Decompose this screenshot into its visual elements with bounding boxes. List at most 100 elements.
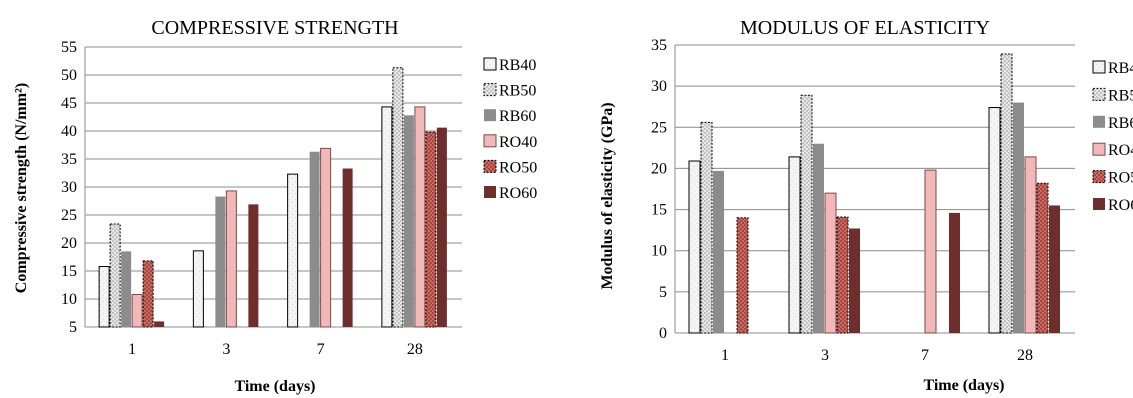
x-tick-label: 28: [407, 341, 423, 358]
y-tick-label: 30: [651, 78, 667, 95]
bar-ro60-3: [248, 204, 259, 327]
x-tick-label: 7: [921, 347, 929, 364]
legend-label-ro40: RO40: [1108, 142, 1133, 159]
y-tick-label: 55: [61, 39, 77, 56]
legend-swatch-rb60: [1093, 115, 1105, 128]
bar-rb60-3: [215, 196, 226, 327]
bar-ro40-7: [924, 169, 937, 334]
bar-ro40-3: [225, 190, 237, 328]
y-tick-label: 40: [61, 123, 77, 140]
y-tick-label: 20: [651, 160, 667, 177]
y-tick-label: 10: [61, 291, 77, 308]
x-tick-label: 1: [128, 341, 136, 358]
chart-title: COMPRESSIVE STRENGTH: [151, 17, 398, 39]
x-axis-label: Time (days): [923, 377, 1004, 394]
x-tick-label: 7: [317, 341, 325, 358]
bar-rb40-28: [988, 107, 1001, 334]
x-tick-label: 3: [821, 347, 829, 364]
bar-ro50-28: [425, 131, 437, 328]
legend-swatch-ro50: [483, 159, 497, 173]
legend-label-rb40: RB40: [1108, 60, 1133, 77]
x-axis-label: Time (days): [234, 378, 315, 395]
y-tick-label: 5: [659, 284, 667, 301]
x-tick-label: 28: [1017, 347, 1033, 364]
legend-label-rb60: RB60: [1108, 115, 1133, 132]
legend-swatch-rb50: [483, 83, 497, 97]
y-tick-label: 30: [61, 179, 77, 196]
bar-rb50-28: [1000, 53, 1013, 334]
chart-title: MODULUS OF ELASTICITY: [740, 17, 990, 39]
y-tick-label: 5: [69, 319, 77, 336]
bar-rb60-1: [121, 251, 132, 327]
legend-swatch-ro60: [484, 186, 496, 198]
legend-label-rb50: RB50: [1108, 87, 1133, 104]
bar-rb50-1: [109, 223, 121, 328]
y-tick-label: 45: [61, 95, 77, 112]
y-tick-label: 15: [61, 263, 77, 280]
legend-swatch-rb40: [483, 57, 497, 71]
bar-rb60-7: [309, 151, 320, 327]
bar-ro60-3: [849, 228, 860, 333]
legend-label-ro50: RO50: [1108, 170, 1133, 187]
x-tick-label: 3: [222, 341, 230, 358]
legend-label-rb40: RB40: [499, 57, 536, 74]
bar-ro60-28: [1049, 205, 1060, 333]
bar-rb50-1: [700, 121, 713, 334]
y-tick-label: 35: [61, 151, 77, 168]
bar-rb50-28: [392, 67, 404, 328]
bar-rb40-7: [287, 173, 299, 328]
legend-swatch-ro40: [483, 134, 497, 148]
bar-ro60-1: [154, 321, 165, 327]
legend-label-rb60: RB60: [499, 108, 536, 125]
bar-ro40-28: [1024, 156, 1037, 334]
y-axis-label: Modulus of elasticity (GPa): [599, 102, 616, 289]
x-tick-label: 1: [721, 347, 729, 364]
bar-rb40-1: [98, 266, 110, 328]
bar-rb40-1: [688, 160, 701, 334]
y-axis-label: Compressive strength (N/mm²): [13, 83, 30, 293]
legend-swatch-rb40: [1092, 60, 1106, 74]
y-tick-label: 35: [651, 37, 667, 54]
bar-rb50-3: [800, 94, 813, 334]
y-tick-label: 15: [651, 202, 667, 219]
bar-ro50-3: [836, 216, 849, 334]
bar-ro50-28: [1036, 182, 1049, 334]
bar-ro40-7: [320, 147, 332, 328]
legend: RB40 RB50 RB60 RO40 RO50 RO60: [483, 57, 537, 202]
bar-rb60-28: [1013, 102, 1024, 333]
legend-label-ro50: RO50: [499, 159, 537, 176]
y-tick-label: 0: [659, 325, 667, 342]
legend-swatch-ro60: [1093, 198, 1105, 210]
y-tick-label: 25: [61, 207, 77, 224]
bar-ro60-7: [949, 212, 960, 333]
bar-ro40-1: [131, 294, 143, 328]
legend-swatch-ro40: [1092, 142, 1106, 156]
bar-rb60-28: [403, 115, 414, 327]
bar-ro40-28: [414, 106, 426, 328]
legend-label-ro40: RO40: [499, 134, 537, 151]
legend-swatch-rb50: [1092, 87, 1106, 101]
bar-rb40-3: [788, 156, 801, 334]
bar-rb60-3: [813, 143, 824, 333]
legend: RB40 RB50 RB60 RO40 RO50 RO60: [1092, 60, 1133, 214]
legend-label-ro60: RO60: [1108, 197, 1133, 214]
legend-swatch-ro50: [1092, 170, 1106, 184]
bar-ro60-7: [342, 168, 353, 327]
legend-swatch-rb60: [484, 109, 496, 122]
y-tick-label: 20: [61, 235, 77, 252]
modulus-of-elasticity-chart: MODULUS OF ELASTICITY Modulus of elastic…: [599, 17, 1133, 394]
bar-ro40-3: [824, 192, 837, 334]
bar-ro60-28: [436, 127, 447, 327]
y-tick-label: 10: [651, 243, 667, 260]
legend-label-rb50: RB50: [499, 83, 536, 100]
y-tick-label: 50: [61, 67, 77, 84]
bar-rb40-3: [192, 250, 204, 328]
y-tick-label: 25: [651, 119, 667, 136]
bar-ro50-1: [142, 260, 154, 328]
legend-label-ro60: RO60: [499, 185, 537, 202]
bar-rb60-1: [713, 170, 724, 333]
bar-rb40-28: [381, 106, 393, 328]
bar-ro50-1: [736, 217, 749, 334]
compressive-strength-chart: COMPRESSIVE STRENGTH Compressive strengt…: [13, 17, 537, 395]
